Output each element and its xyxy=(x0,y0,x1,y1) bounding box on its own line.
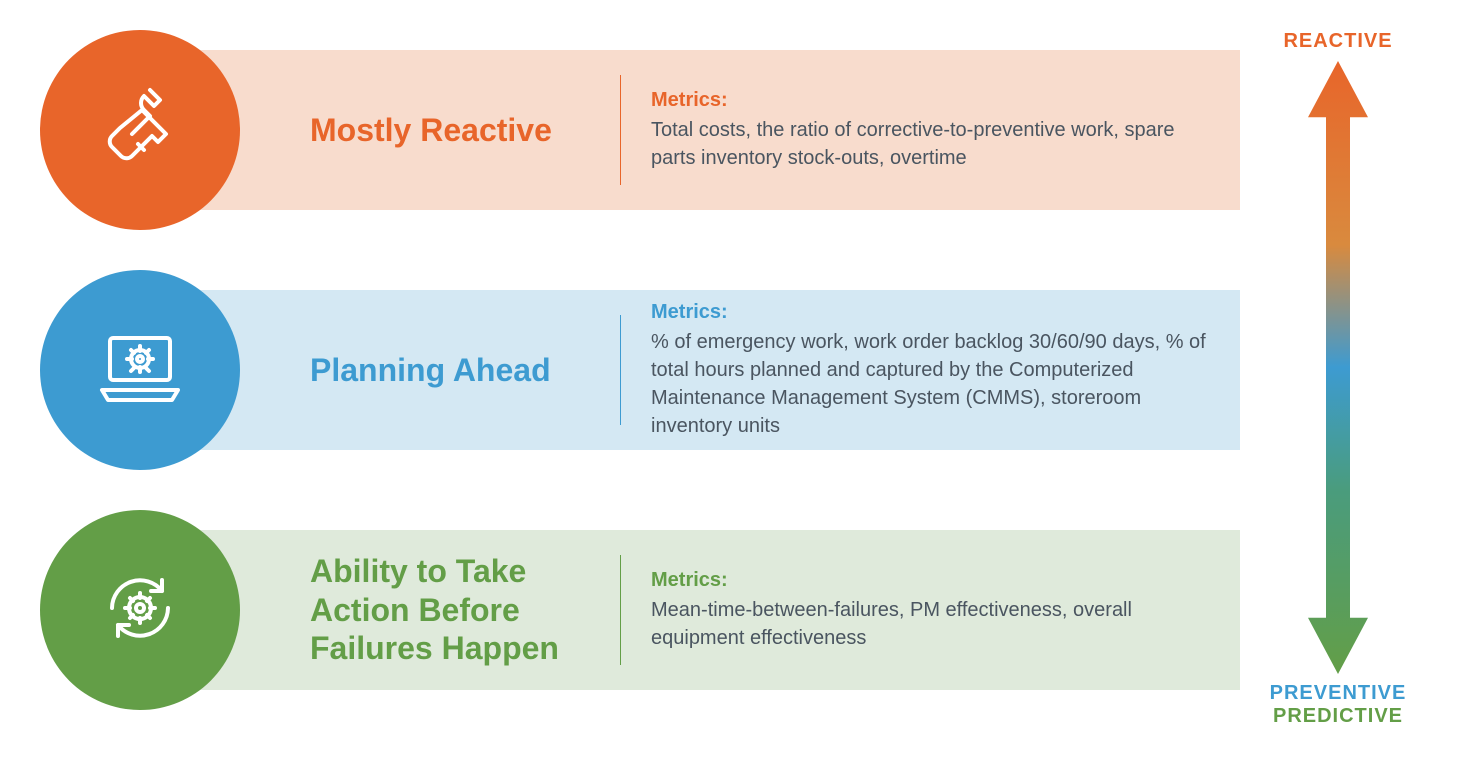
row-circle xyxy=(40,30,240,230)
row-metrics: Metrics: Mean-time-between-failures, PM … xyxy=(651,569,1240,652)
row-title: Ability to Take Action Before Failures H… xyxy=(310,552,620,667)
wrench-hand-icon xyxy=(90,78,190,183)
row-content: Ability to Take Action Before Failures H… xyxy=(240,530,1240,690)
row-metrics: Metrics: Total costs, the ratio of corre… xyxy=(651,89,1240,172)
row-divider xyxy=(620,315,621,425)
gear-cycle-icon xyxy=(90,558,190,663)
metrics-text: % of emergency work, work order backlog … xyxy=(651,328,1220,440)
laptop-gear-icon xyxy=(90,318,190,423)
row-divider xyxy=(620,555,621,665)
row-title: Planning Ahead xyxy=(310,351,620,389)
metrics-label: Metrics: xyxy=(651,569,1220,592)
row-circle xyxy=(40,510,240,710)
row-circle xyxy=(40,270,240,470)
row-preventive: Planning Ahead Metrics: % of emergency w… xyxy=(40,270,1240,470)
metrics-text: Mean-time-between-failures, PM effective… xyxy=(651,596,1220,652)
row-metrics: Metrics: % of emergency work, work order… xyxy=(651,301,1240,440)
row-predictive: Ability to Take Action Before Failures H… xyxy=(40,510,1240,710)
row-reactive: Mostly Reactive Metrics: Total costs, th… xyxy=(40,30,1240,230)
arrow-label-top: REACTIVE xyxy=(1283,30,1392,53)
arrow-label-bottom: PREDICTIVE xyxy=(1273,705,1403,728)
double-arrow-icon xyxy=(1308,61,1368,674)
metrics-label: Metrics: xyxy=(651,301,1220,324)
row-title: Mostly Reactive xyxy=(310,111,620,149)
maturity-arrow-column: REACTIVE PREVENTIVE PREDICTIVE xyxy=(1268,30,1408,728)
arrow-label-middle: PREVENTIVE xyxy=(1270,682,1407,705)
metrics-label: Metrics: xyxy=(651,89,1220,112)
infographic-rows: Mostly Reactive Metrics: Total costs, th… xyxy=(40,30,1240,710)
metrics-text: Total costs, the ratio of corrective-to-… xyxy=(651,116,1220,172)
row-content: Mostly Reactive Metrics: Total costs, th… xyxy=(240,50,1240,210)
row-divider xyxy=(620,75,621,185)
row-content: Planning Ahead Metrics: % of emergency w… xyxy=(240,290,1240,450)
